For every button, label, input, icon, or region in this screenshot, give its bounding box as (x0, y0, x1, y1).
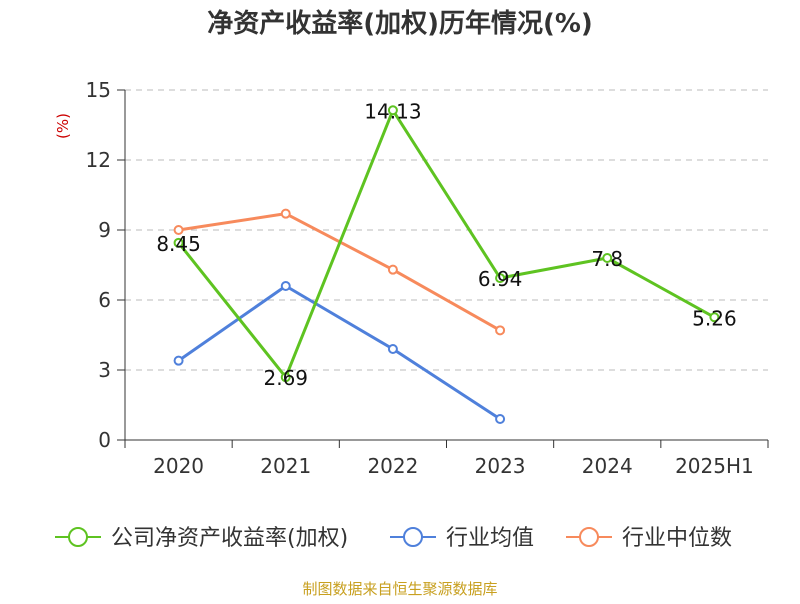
data-label: 2.69 (263, 366, 308, 390)
legend-item[interactable]: 行业中位数 (566, 526, 732, 551)
x-tick-label: 2025H1 (675, 454, 754, 478)
y-tick-label: 15 (86, 78, 111, 102)
data-point (280, 372, 291, 383)
y-axis-label: (%) (54, 113, 72, 139)
data-label: 5.26 (692, 306, 737, 330)
data-point (387, 264, 398, 275)
legend-swatch-marker (68, 527, 88, 547)
series-line (177, 108, 716, 379)
legend-item[interactable]: 行业均值 (390, 526, 534, 551)
data-label: 7.8 (591, 247, 623, 271)
x-tick-label: 2020 (153, 454, 204, 478)
data-point (709, 312, 720, 323)
data-point (495, 414, 506, 424)
axis-layer: 0 3 6 9 12 15 2020 2021 2022 2023 2024 2025H1 (86, 78, 769, 478)
legend-swatch-marker (403, 527, 423, 547)
grid-layer (125, 89, 768, 371)
legend-label: 行业中位数 (622, 526, 732, 551)
x-tick-label: 2022 (367, 454, 418, 478)
legend: 公司净资产收益率(加权) 行业均值 行业中位数 (55, 526, 732, 551)
y-tick-label: 12 (86, 148, 111, 172)
data-point (280, 281, 291, 291)
legend-item[interactable]: 公司净资产收益率(加权) (55, 526, 348, 551)
data-point (387, 344, 398, 354)
series-line (177, 284, 501, 421)
x-tick-label: 2023 (475, 454, 526, 478)
data-point (173, 225, 184, 235)
series-layer (173, 105, 720, 424)
x-tick-label: 2021 (260, 454, 311, 478)
y-tick-label: 6 (98, 288, 111, 312)
y-tick-label: 9 (98, 218, 111, 242)
data-point (173, 237, 184, 248)
data-point (387, 105, 398, 116)
y-tick-label: 3 (98, 358, 111, 382)
data-point (602, 253, 613, 263)
data-point (280, 208, 291, 219)
y-tick-label: 0 (98, 428, 111, 452)
x-tick-label: 2024 (582, 454, 633, 478)
data-label: 6.94 (478, 267, 523, 291)
data-label-layer: 8.45 2.69 14.13 6.94 7.8 5.26 (156, 99, 736, 390)
data-label: 8.45 (156, 232, 201, 256)
data-point (495, 273, 506, 284)
source-note: 制图数据来自恒生聚源数据库 (302, 580, 497, 598)
data-label: 14.13 (364, 99, 421, 123)
chart-title: 净资产收益率(加权)历年情况(%) (207, 8, 593, 39)
series-line (178, 212, 501, 332)
legend-label: 公司净资产收益率(加权) (111, 526, 348, 551)
data-point (173, 355, 184, 366)
data-point (495, 325, 506, 336)
legend-swatch-marker (579, 527, 599, 547)
legend-label: 行业均值 (446, 526, 534, 551)
